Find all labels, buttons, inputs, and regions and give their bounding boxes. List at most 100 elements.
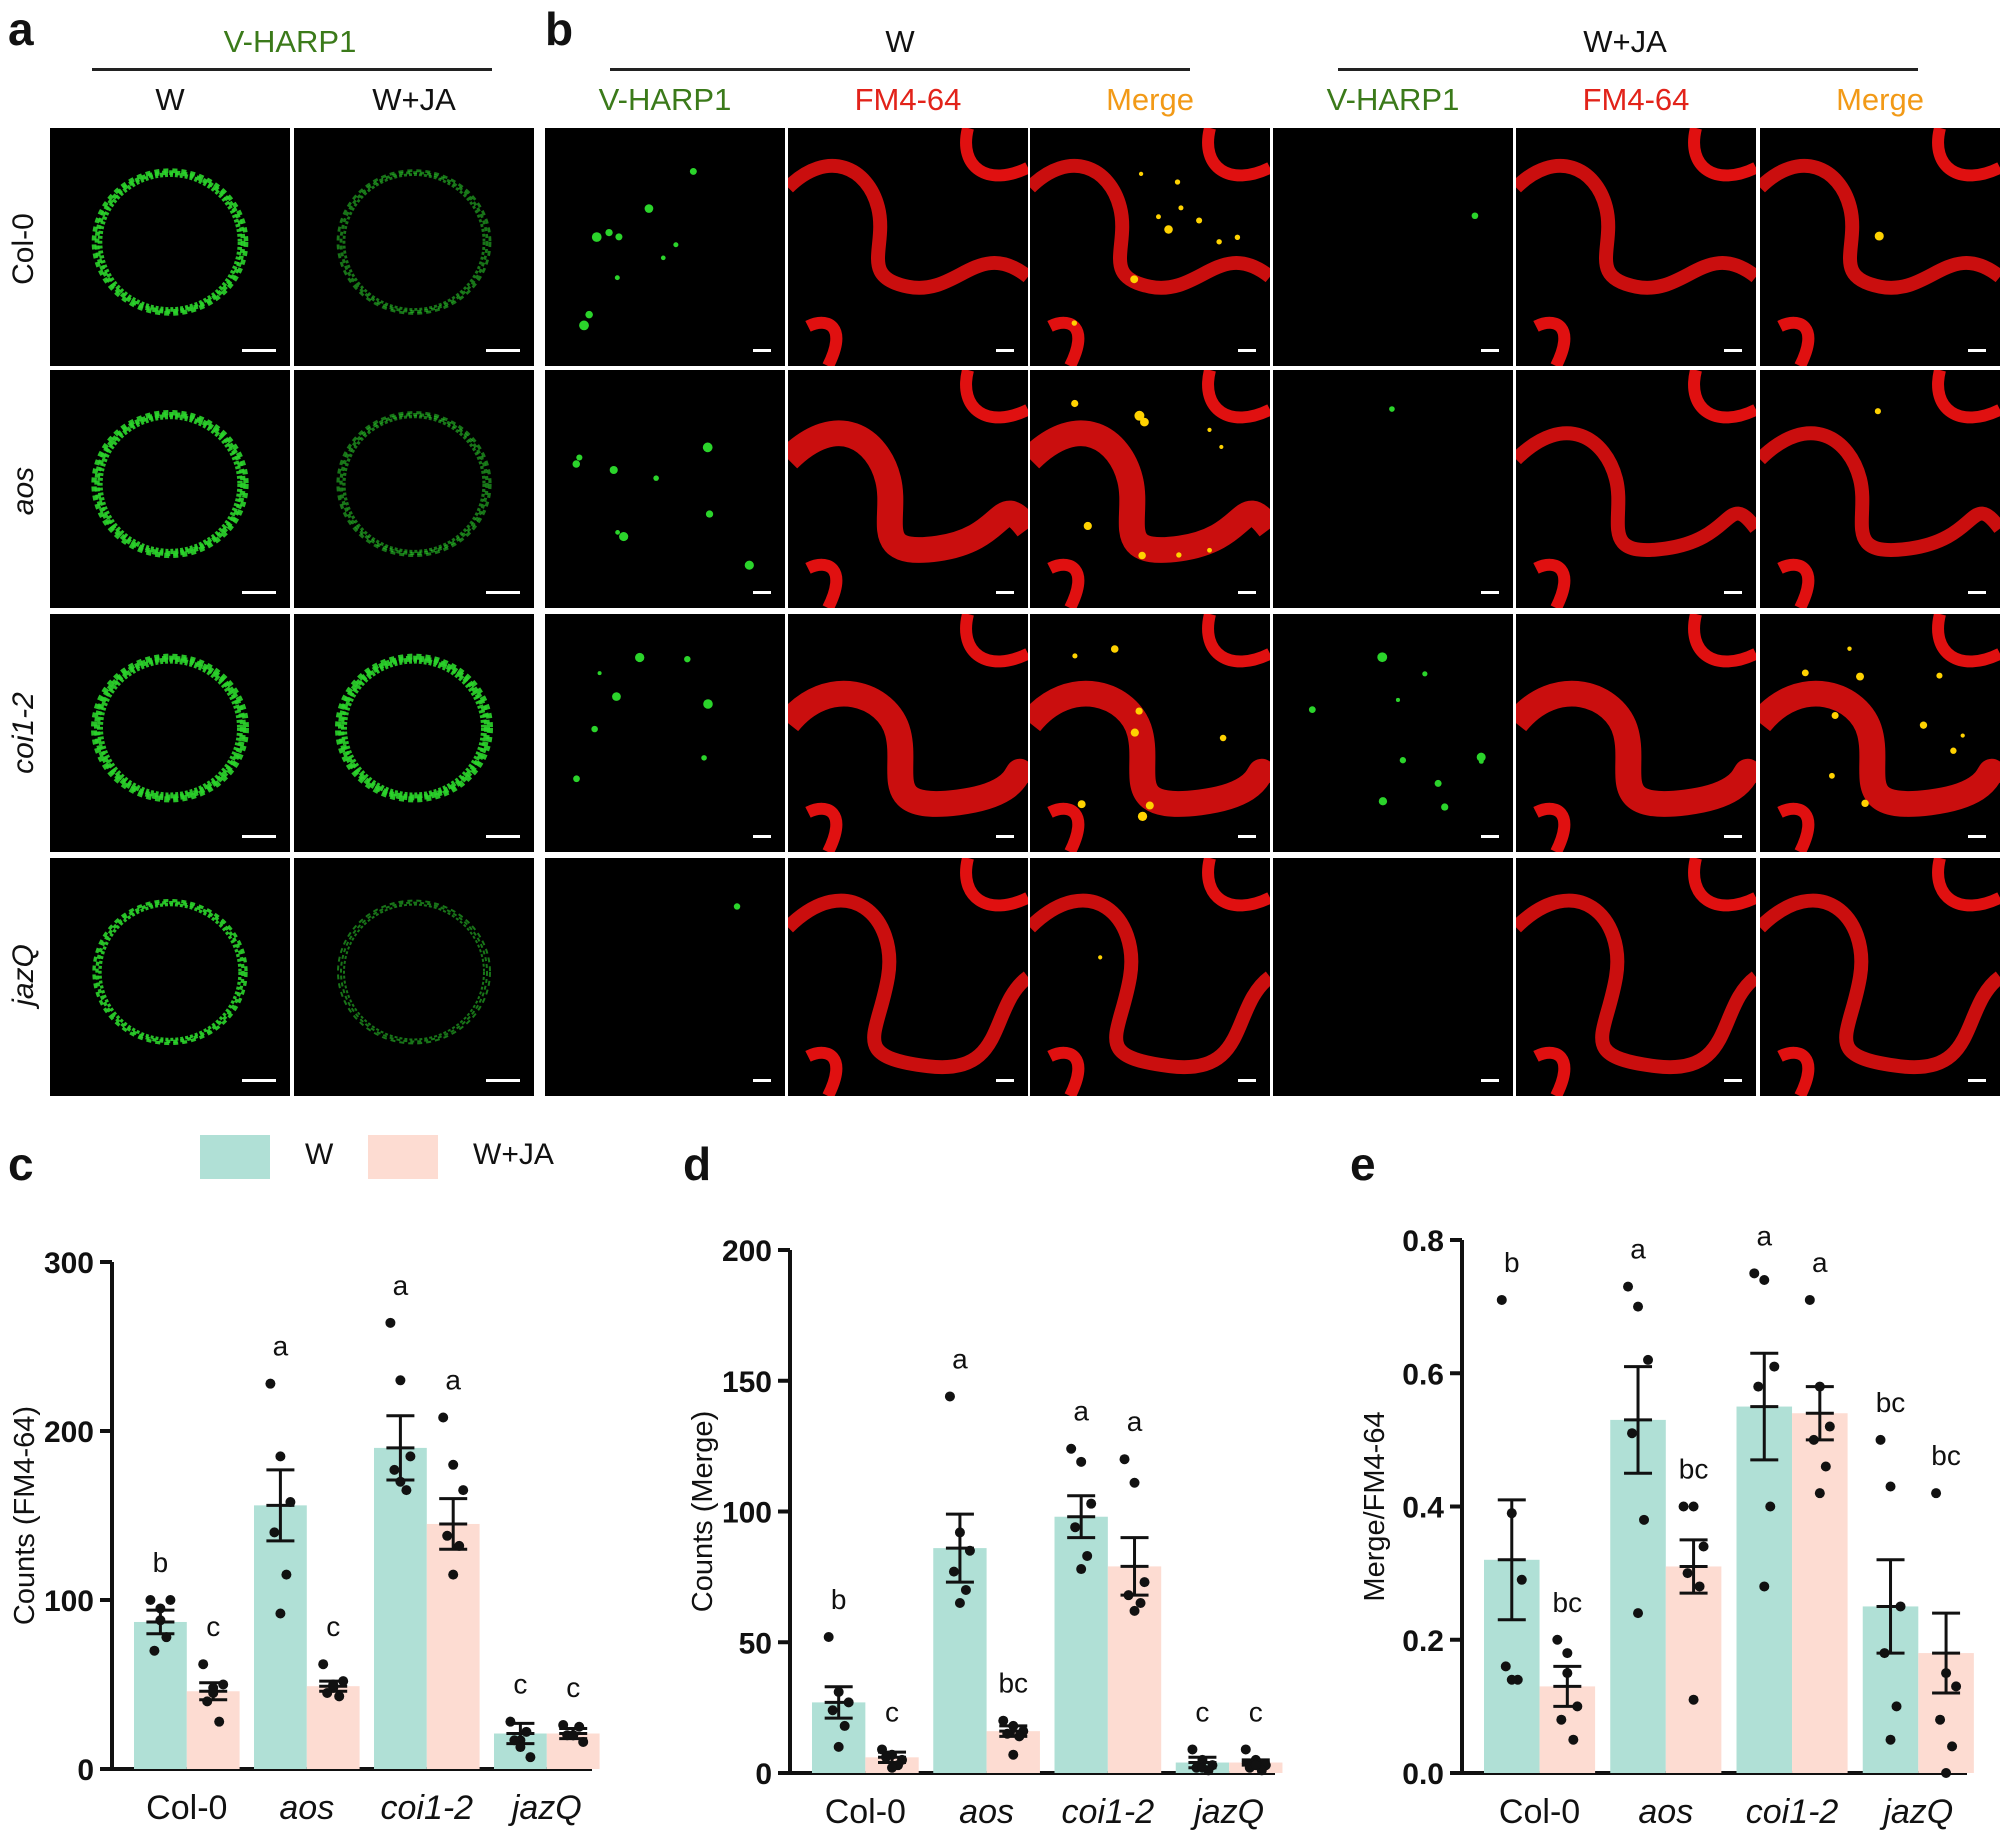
micrograph-b-jazq-wja-fm464 (1516, 858, 1756, 1096)
data-point (1759, 1274, 1770, 1285)
data-point (395, 1375, 406, 1386)
data-point (1197, 1754, 1208, 1765)
significance-letter: bc (1876, 1387, 1906, 1418)
data-point (214, 1716, 225, 1727)
data-point (1824, 1421, 1835, 1432)
row-label-aos: aos (7, 466, 40, 516)
scale-bar (1238, 591, 1256, 594)
y-tick-label: 0 (77, 1754, 94, 1787)
data-point (1951, 1681, 1962, 1692)
channel-label-vharp1-wja: V-HARP1 (1326, 82, 1460, 117)
data-point (839, 1720, 850, 1731)
micrograph-a-jazq-wja (294, 858, 534, 1096)
panel-b-rule-w (610, 68, 1190, 71)
significance-letter: c (1195, 1696, 1209, 1727)
data-point (1008, 1720, 1019, 1731)
y-tick-label: 0.6 (1402, 1358, 1444, 1391)
data-point (1197, 1762, 1208, 1773)
micrograph-a-coi1-2-w (50, 614, 290, 852)
bar-wja-coi1-2 (1792, 1413, 1848, 1773)
data-point (881, 1752, 892, 1763)
y-axis-label: Counts (Merge) (687, 1411, 719, 1612)
scale-bar (1238, 1079, 1256, 1082)
panel-a-group-label: V-HARP1 (223, 24, 357, 59)
scale-bar (1481, 835, 1499, 838)
micrograph-a-aos-wja (294, 370, 534, 608)
bar-w-aos (254, 1505, 307, 1769)
micrograph-b-jazq-w-fm464 (788, 858, 1028, 1096)
data-point (1820, 1461, 1831, 1472)
data-point (515, 1742, 526, 1753)
scale-bar (486, 349, 520, 352)
data-point (1506, 1508, 1517, 1519)
data-point (1516, 1574, 1527, 1585)
data-point (1556, 1714, 1567, 1725)
data-point (1496, 1294, 1507, 1305)
y-tick-label: 0.2 (1402, 1625, 1444, 1658)
data-point (275, 1451, 286, 1462)
scale-bar (1481, 1079, 1499, 1082)
data-point (448, 1569, 459, 1580)
bar-wja-aos (306, 1686, 360, 1769)
panel-e-letter: e (1350, 1138, 1376, 1190)
scale-bar (996, 591, 1014, 594)
data-point (322, 1687, 333, 1698)
x-tick-label-col-0: Col-0 (146, 1789, 227, 1827)
data-point (395, 1476, 406, 1487)
micrograph-b-aos-w-merge (1030, 370, 1270, 608)
data-point (1129, 1605, 1140, 1616)
bar-wja-aos (1665, 1566, 1722, 1773)
data-point (155, 1615, 166, 1626)
significance-letter: a (273, 1331, 289, 1362)
panel-d-letter: d (683, 1138, 711, 1190)
data-point (458, 1485, 469, 1496)
row-label-col0: Col-0 (7, 213, 40, 285)
data-point (448, 1459, 459, 1470)
data-point (509, 1735, 520, 1746)
data-point (954, 1598, 965, 1609)
scale-bar (1724, 1079, 1742, 1082)
x-tick-label-jazq: jazQ (1879, 1793, 1953, 1831)
data-point (161, 1632, 172, 1643)
data-point (1623, 1281, 1634, 1292)
scale-bar (486, 1079, 520, 1082)
y-tick-label: 300 (44, 1247, 94, 1280)
data-point (1562, 1648, 1573, 1659)
micrograph-b-aos-wja-vharp1 (1273, 370, 1513, 608)
data-point (1506, 1674, 1517, 1685)
data-point (568, 1730, 579, 1741)
significance-letter: c (885, 1696, 899, 1727)
micrograph-b-col0-w-vharp1 (545, 128, 785, 366)
scale-bar (996, 835, 1014, 838)
micrograph-b-aos-w-fm464 (788, 370, 1028, 608)
data-point (960, 1584, 971, 1595)
significance-letter: a (1756, 1220, 1772, 1251)
data-point (1119, 1454, 1130, 1465)
data-point (1240, 1744, 1251, 1755)
significance-letter: c (513, 1669, 527, 1700)
data-point (1931, 1488, 1942, 1499)
data-point (275, 1608, 286, 1619)
data-point (401, 1485, 412, 1496)
data-point (1070, 1522, 1081, 1533)
data-point (887, 1762, 898, 1773)
scale-bar (242, 1079, 276, 1082)
panel-b-group-label-wja: W+JA (1583, 24, 1667, 59)
data-point (389, 1464, 400, 1475)
data-point (1639, 1514, 1650, 1525)
panel-a-header-rule (92, 68, 492, 71)
data-point (1808, 1434, 1819, 1445)
data-point (827, 1705, 838, 1716)
data-point (833, 1686, 844, 1697)
data-point (328, 1679, 339, 1690)
x-tick-label-coi1-2: coi1-2 (1746, 1793, 1839, 1831)
bar-wja-coi1-2 (426, 1523, 480, 1769)
legend-swatch-w (200, 1135, 270, 1179)
micrograph-a-jazq-w (50, 858, 290, 1096)
data-point (269, 1527, 280, 1538)
panel-a-letter: a (8, 3, 34, 55)
scale-bar (1724, 349, 1742, 352)
data-point (1885, 1481, 1896, 1492)
data-point (948, 1566, 959, 1577)
data-point (1123, 1590, 1134, 1601)
